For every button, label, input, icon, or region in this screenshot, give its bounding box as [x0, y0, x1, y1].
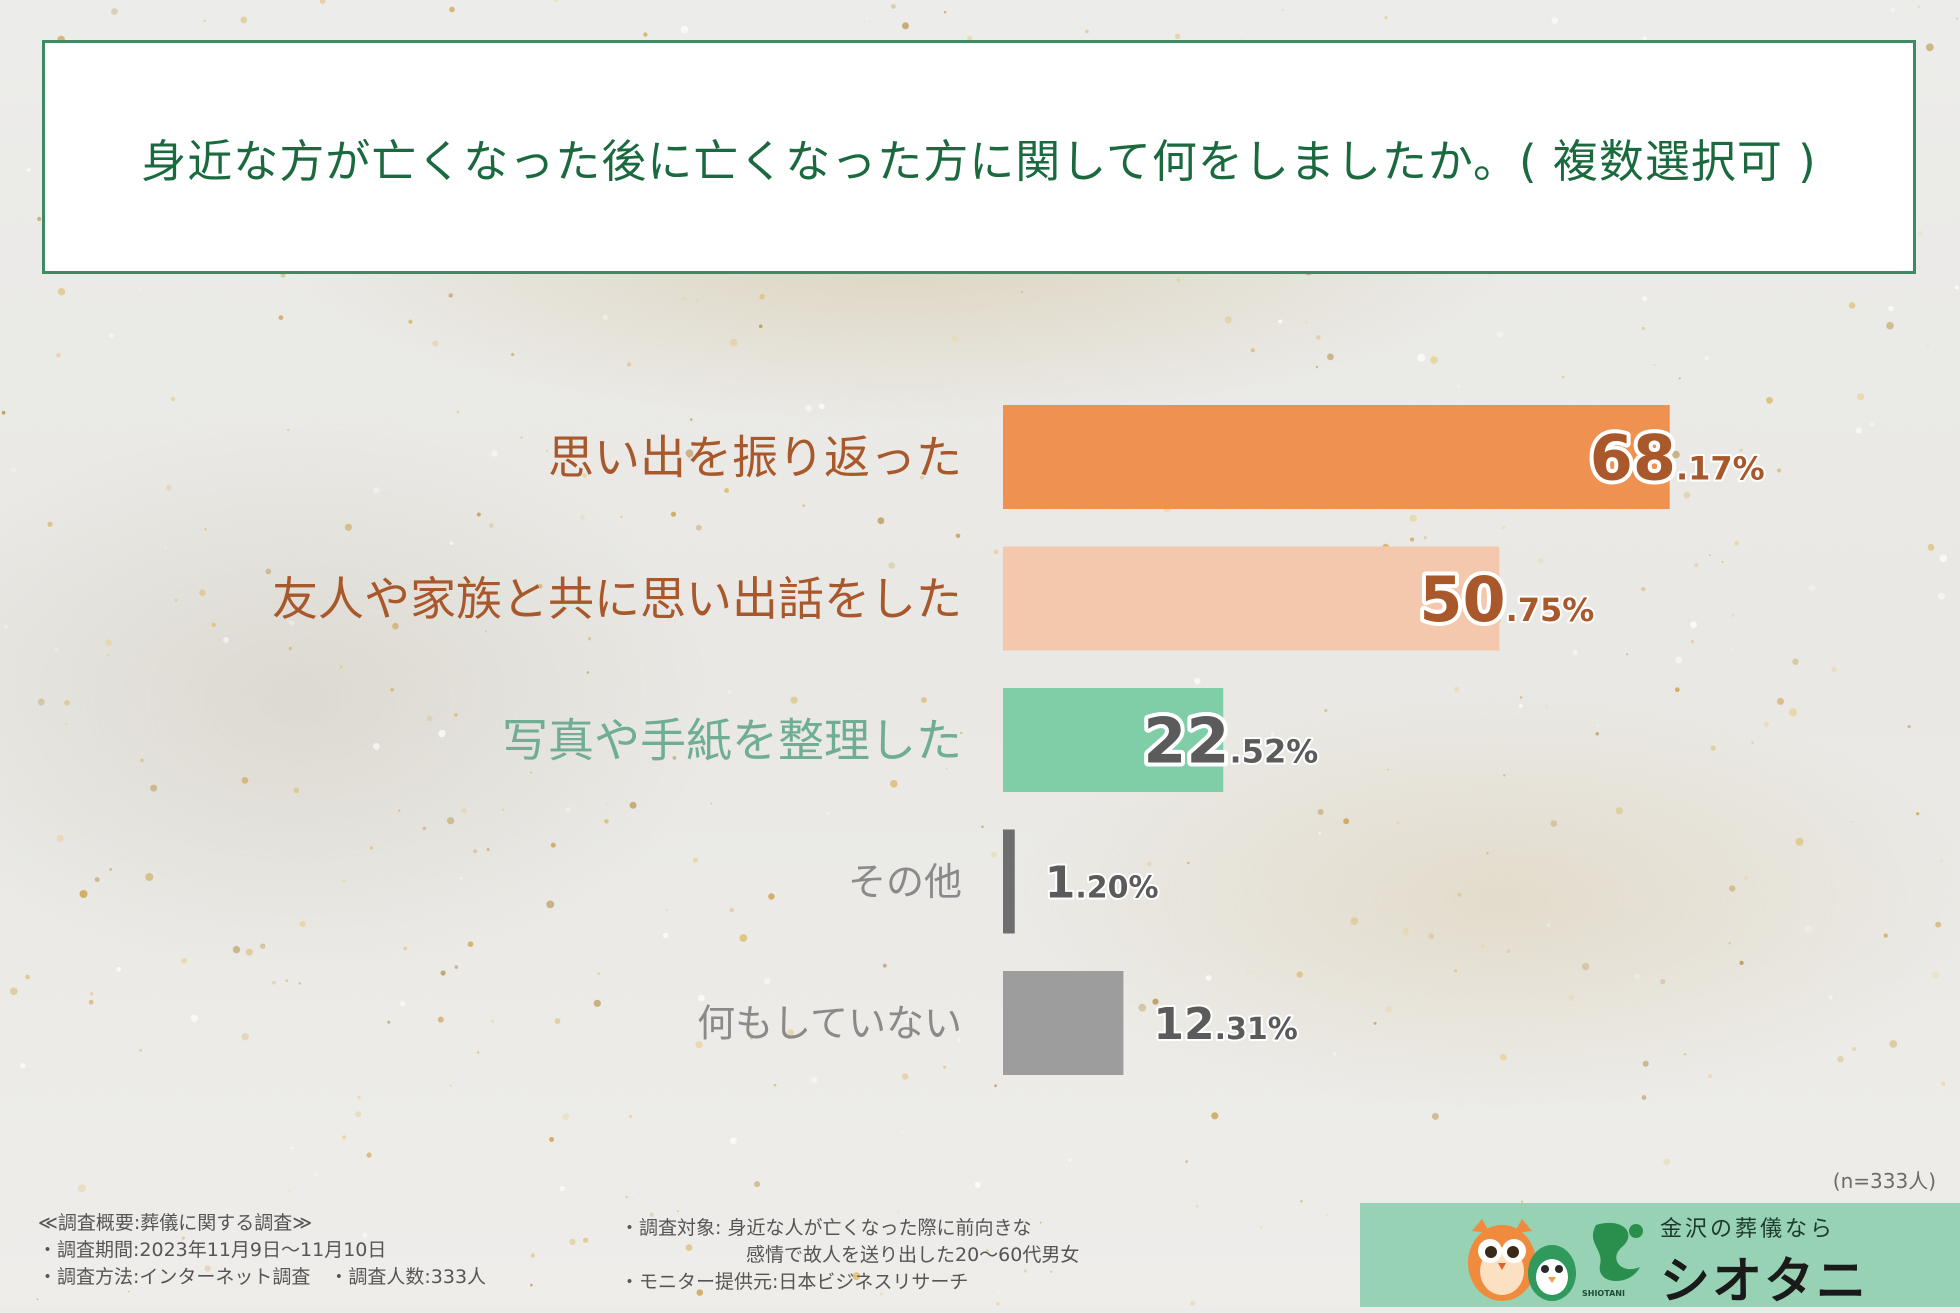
value-label: 50.75% — [1419, 563, 1594, 636]
brand-sub-label: SHIOTANI — [1582, 1289, 1625, 1298]
owl-mascot-icon — [1468, 1219, 1576, 1301]
title-box: 身近な方が亡くなった後に亡くなった方に関して何をしましたか。( 複数選択可 ) — [42, 40, 1916, 274]
category-label: 写真や手紙を整理した — [502, 714, 962, 768]
category-label: 何もしていない — [697, 1002, 962, 1046]
bar — [1003, 829, 1015, 934]
bar — [1003, 405, 1670, 509]
brand-tagline: 金沢の葬儀なら — [1660, 1217, 1836, 1242]
bar — [1003, 971, 1124, 1075]
category-label: 友人や家族と共に思い出話をした — [272, 572, 962, 626]
survey-summary-line: ・調査方法:インターネット調査 ・調査人数:333人 — [38, 1266, 487, 1288]
brand-name: シオタニ — [1660, 1252, 1868, 1310]
survey-target-line: 感情で故人を送り出した20～60代男女 — [746, 1244, 1080, 1266]
value-label: 22.52% — [1143, 704, 1318, 777]
value-label: 68.17% — [1590, 421, 1765, 494]
bar-chart: 思い出を振り返った 68.17% 友人や家族と共に思い出話をした 50.75% 写真や手… — [272, 405, 1767, 1075]
brand-panel: SHIOTANI 金沢の葬儀なら シオタニ — [1360, 1203, 1960, 1310]
shiotani-logo-icon — [1592, 1222, 1643, 1282]
survey-target: ・調査対象: 身近な人が亡くなった際に前向きな 感情で故人を送り出した20～60… — [620, 1215, 1079, 1296]
survey-target-line: ・モニター提供元:日本ビジネスリサーチ — [620, 1271, 969, 1293]
category-label: その他 — [848, 860, 962, 904]
category-label: 思い出を振り返った — [548, 431, 962, 485]
value-label: 1.20% — [1045, 857, 1159, 908]
bar — [1003, 688, 1224, 792]
sample-size-label: (n=333人) — [1832, 1169, 1936, 1193]
survey-summary-line: ≪調査概要:葬儀に関する調査≫ — [38, 1212, 313, 1234]
bar — [1003, 546, 1500, 651]
value-label: 12.31% — [1153, 999, 1297, 1050]
survey-summary: ≪調査概要:葬儀に関する調査≫ ・調査期間:2023年11月9日～11月10日 … — [38, 1210, 486, 1291]
survey-summary-line: ・調査期間:2023年11月9日～11月10日 — [38, 1239, 387, 1261]
survey-target-line: ・調査対象: 身近な人が亡くなった際に前向きな — [620, 1217, 1032, 1239]
chart-title: 身近な方が亡くなった後に亡くなった方に関して何をしましたか。( 複数選択可 ) — [141, 134, 1817, 188]
